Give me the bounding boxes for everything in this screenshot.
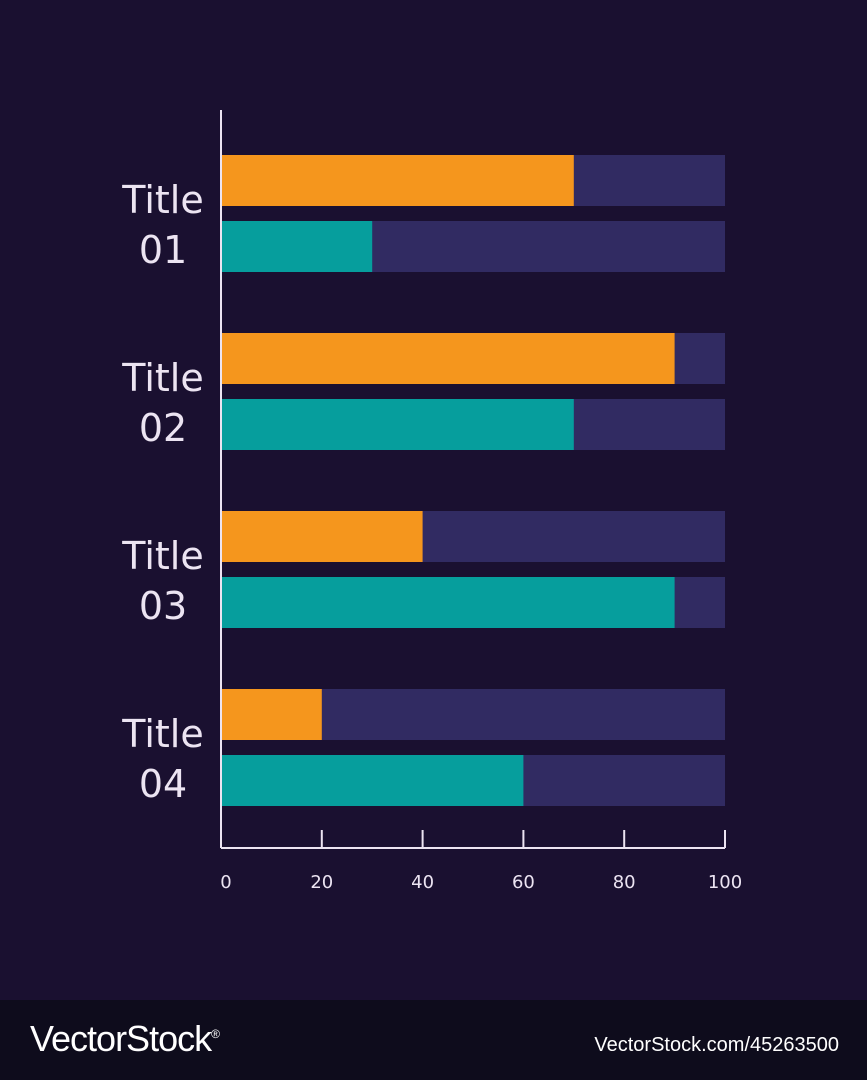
category-label-4: Title 04	[103, 709, 223, 809]
bar-1-series-2	[221, 221, 373, 272]
category-label-title: Title	[122, 178, 204, 222]
category-label-title: Title	[122, 356, 204, 400]
category-label-number: 04	[138, 762, 188, 806]
category-label-number: 01	[138, 228, 188, 272]
chart	[220, 110, 726, 849]
brand-name: VectorStock	[30, 1018, 212, 1059]
x-tick-label-60: 60	[511, 872, 535, 893]
category-label-title: Title	[122, 534, 204, 578]
x-tick-label-80: 80	[612, 872, 636, 893]
category-label-number: 03	[138, 584, 188, 628]
bar-1-series-1	[221, 155, 574, 206]
bar-2-series-2	[221, 399, 574, 450]
footer-bar: VectorStock® VectorStock.com/45263500	[0, 1000, 867, 1080]
x-tick-label-20: 20	[310, 872, 334, 893]
bar-4-series-1	[221, 689, 322, 740]
x-tick-label-100: 100	[707, 872, 743, 893]
bar-2-series-1	[221, 333, 675, 384]
category-label-number: 02	[138, 406, 188, 450]
x-tick-label-0: 0	[220, 872, 232, 893]
category-label-1: Title 01	[103, 175, 223, 275]
stock-url: VectorStock.com/45263500	[594, 1034, 839, 1056]
category-label-2: Title 02	[103, 353, 223, 453]
registered-mark: ®	[211, 1027, 220, 1041]
category-label-3: Title 03	[103, 531, 223, 631]
category-label-title: Title	[122, 712, 204, 756]
bar-3-series-2	[221, 577, 675, 628]
bar-3-series-1	[221, 511, 423, 562]
x-tick-label-40: 40	[411, 872, 435, 893]
brand-logo: VectorStock®	[30, 1018, 220, 1060]
bar-4-series-2	[221, 755, 524, 806]
